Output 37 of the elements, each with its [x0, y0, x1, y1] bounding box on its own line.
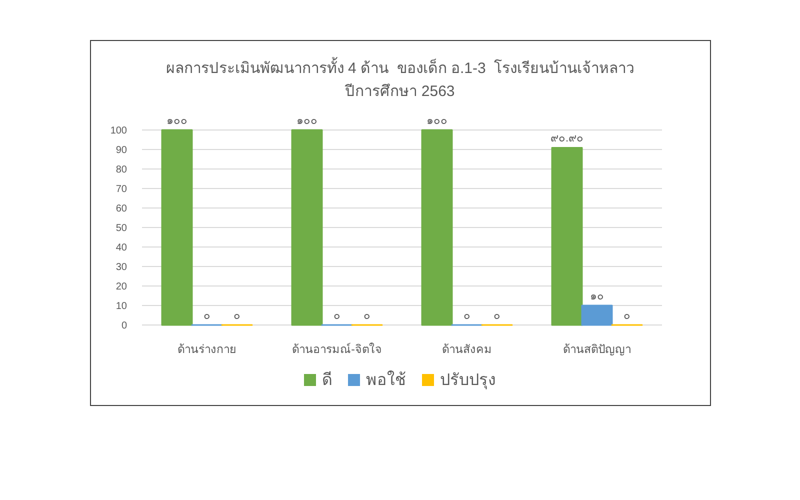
legend-label: ปรับปรุง — [440, 372, 496, 390]
y-tick-label: 20 — [116, 282, 128, 292]
bar — [161, 129, 193, 326]
y-tick-label: 30 — [116, 262, 128, 273]
y-tick-label: 90 — [116, 145, 128, 156]
bar — [551, 146, 583, 326]
data-label: ๑๐ — [590, 290, 604, 302]
data-label: ๑๐๐ — [166, 115, 188, 127]
x-tick-label: ด้านสติปัญญา — [563, 343, 631, 356]
chart-subtitle: ปีการศึกษา 2563 — [344, 83, 455, 100]
data-label: ๑๐๐ — [426, 115, 448, 127]
y-tick-label: 50 — [116, 223, 128, 234]
data-label: ๐ — [364, 310, 370, 322]
data-label: ๙๐.๙๐ — [550, 132, 584, 145]
data-label: ๐ — [464, 310, 470, 322]
bar — [291, 129, 323, 326]
y-tick-label: 10 — [116, 301, 128, 312]
x-tick-label: ด้านสังคม — [442, 343, 492, 356]
x-tick-label: ด้านอารมณ์-จิตใจ — [292, 342, 382, 356]
y-tick-label: 60 — [116, 204, 128, 214]
legend-label: ดี — [322, 371, 332, 389]
data-label: ๑๐๐ — [296, 115, 318, 127]
data-label: ๐ — [624, 310, 630, 322]
bar — [581, 304, 613, 326]
data-label: ๐ — [234, 310, 240, 322]
y-tick-label: 80 — [116, 164, 128, 176]
y-tick-label: 100 — [110, 126, 128, 136]
x-tick-label: ด้านร่างกาย — [178, 343, 236, 356]
data-label: ๐ — [334, 310, 340, 322]
y-tick-label: 0 — [121, 320, 128, 332]
bar — [421, 129, 453, 326]
y-tick-label: 70 — [116, 184, 128, 195]
legend-label: พอใช้ — [366, 370, 406, 389]
data-label: ๐ — [494, 310, 500, 322]
y-tick-label: 40 — [116, 242, 128, 254]
data-label: ๐ — [204, 310, 210, 322]
chart-title: ผลการประเมินพัฒนาการทั้ง 4 ด้าน ของเด็ก อ.1-3 โรงเรียนบ้านเจ้าหลาว — [166, 57, 634, 77]
